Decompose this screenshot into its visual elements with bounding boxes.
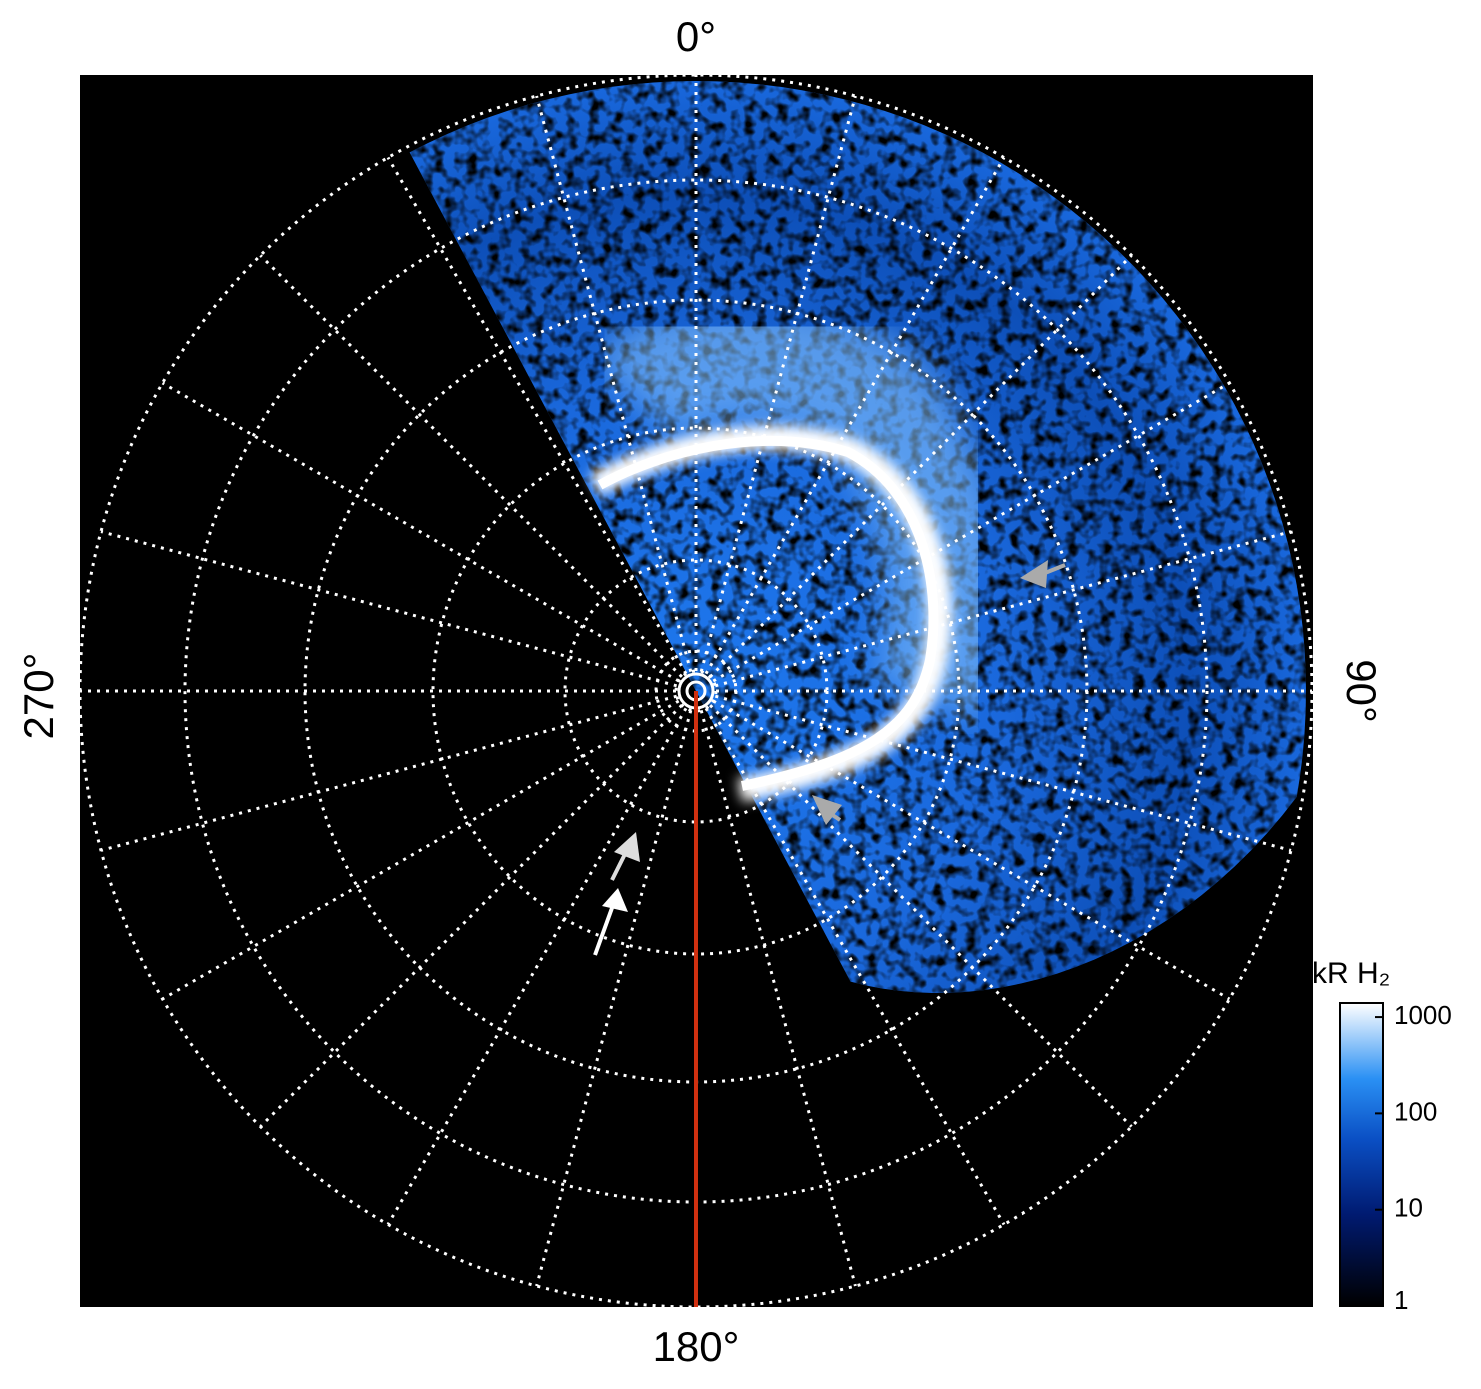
arrows — [593, 560, 1066, 956]
meridian — [161, 381, 680, 683]
meridian — [535, 709, 693, 1287]
colorbar-tick-label: 100 — [1394, 1096, 1437, 1126]
meridian — [386, 156, 688, 675]
colorbar-tick-label: 1 — [1394, 1285, 1408, 1315]
colorbar-tick-label: 10 — [1394, 1193, 1423, 1223]
angle-label-top: 0° — [676, 13, 716, 60]
meridian — [709, 254, 1133, 678]
meridian — [699, 95, 857, 673]
meridian — [386, 707, 688, 1226]
meridian — [709, 704, 1133, 1128]
angle-label-bottom: 180° — [653, 1323, 740, 1370]
colorbar-title: kR H₂ — [1312, 957, 1390, 990]
aurora-speckle — [409, 81, 1307, 993]
angle-label-left: 270° — [15, 653, 62, 740]
colorbar-ticks: 1 10 100 1000 — [1375, 1000, 1452, 1315]
colorbar-tick-label: 1000 — [1394, 1000, 1452, 1030]
colorbar — [1339, 1002, 1384, 1307]
meridian — [259, 704, 683, 1128]
meridian — [100, 530, 678, 688]
meridian — [259, 254, 683, 678]
aurora-image — [409, 81, 1307, 993]
meridian — [704, 707, 1006, 1226]
meridian — [712, 381, 1231, 683]
meridian — [714, 530, 1292, 688]
meridian — [714, 694, 1292, 852]
meridian — [161, 699, 680, 1001]
meridian — [535, 95, 693, 673]
angle-label-right: 90° — [1338, 659, 1385, 723]
meridian — [699, 709, 857, 1287]
meridian — [704, 156, 1006, 675]
meridian — [712, 699, 1231, 1001]
meridian — [100, 694, 678, 852]
